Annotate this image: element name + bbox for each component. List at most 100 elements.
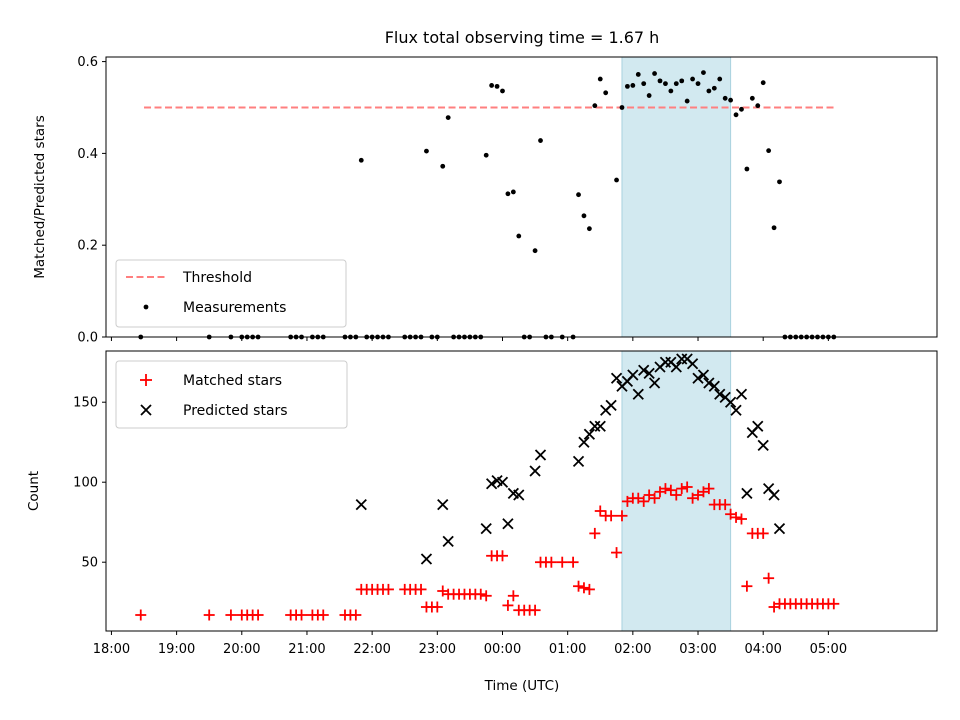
x-tick-label: 02:00 [614, 642, 651, 657]
matched-star-point [502, 599, 514, 611]
predicted-star-point [741, 487, 753, 500]
measurement-point [586, 226, 592, 232]
measurement-point [711, 85, 717, 91]
matched-star-point [735, 513, 747, 525]
x-tick-label: 05:00 [810, 642, 847, 657]
measurement-point [717, 76, 723, 82]
measurements-legend-swatch [143, 304, 149, 310]
measurement-point [744, 166, 750, 172]
measurement-point [766, 148, 772, 154]
predicted-star-point [485, 478, 498, 490]
ratio-x-ticks [110, 337, 829, 341]
measurement-point [500, 88, 505, 94]
measurement-point [494, 83, 500, 89]
measurement-point [510, 189, 516, 195]
ratio-legend: Threshold Measurements [115, 259, 347, 328]
y-tick-label: 0.4 [77, 147, 98, 162]
measurement-point [516, 233, 522, 239]
measurement-point [532, 248, 538, 254]
chart-title: Flux total observing time = 1.67 h [385, 28, 660, 47]
matched-star-point [670, 489, 682, 501]
measurement-point [619, 105, 625, 110]
predicted-star-point [534, 449, 547, 461]
matched-star-point [545, 556, 557, 568]
predicted-star-point [610, 372, 623, 384]
x-tick-label: 23:00 [419, 642, 456, 657]
x-tick-label: 20:00 [223, 642, 260, 657]
matched-star-point [703, 483, 715, 495]
predicted-star-point [442, 535, 454, 548]
matched-star-point [757, 527, 769, 539]
matched-star-point [317, 609, 329, 621]
x-tick-label: 00:00 [484, 642, 521, 657]
predicted-star-point [355, 498, 367, 511]
matched-star-point [135, 609, 147, 621]
count-x-axis: 18:00 19:00 20:00 21:00 22:00 23:00 00:00 01:00… [93, 631, 847, 657]
measurement-point [597, 76, 603, 82]
measurement-point [505, 191, 511, 197]
matched-star-point [665, 484, 677, 496]
predicted-legend-swatch [140, 404, 152, 416]
ratio-y-label: Matched/Predicted stars [32, 115, 48, 278]
predicted-star-point [692, 372, 704, 384]
x-tick-label: 19:00 [158, 642, 195, 657]
predicted-star-point [735, 388, 748, 400]
matched-star-point [828, 598, 840, 610]
predicted-star-point [697, 369, 710, 381]
measurement-point [641, 81, 647, 87]
measurement-point [646, 93, 652, 98]
predicted-star-point [643, 367, 655, 380]
count-y-axis: 50 100 150 [73, 396, 106, 571]
matched-star-point [556, 556, 568, 568]
predicted-star-point [583, 428, 596, 440]
x-tick-label: 18:00 [93, 642, 130, 657]
matched-star-point [730, 511, 742, 523]
y-tick-label: 100 [73, 476, 98, 491]
matched-star-point [676, 483, 688, 495]
predicted-star-point [730, 404, 742, 416]
x-tick-label: 03:00 [679, 642, 716, 657]
measurement-point [635, 72, 641, 77]
measurement-point [592, 103, 598, 109]
matched-star-point [583, 583, 595, 595]
predicted-star-point [714, 388, 726, 400]
measurement-point [440, 163, 446, 169]
matched-star-point [589, 527, 601, 539]
matched-star-point [529, 604, 541, 616]
measurement-point [358, 157, 364, 163]
measurement-point [695, 81, 701, 87]
count-plot-frame [105, 350, 938, 632]
predicted-star-point [708, 380, 720, 392]
predicted-star-point [757, 439, 769, 452]
matched-star-point [638, 495, 650, 507]
predicted-star-point [768, 489, 780, 501]
predicted-star-point [529, 465, 541, 477]
x-axis-label: Time (UTC) [484, 678, 560, 694]
matched-star-point [296, 609, 308, 621]
matched-star-point [567, 556, 579, 568]
predicted-star-point [605, 399, 617, 412]
count-legend: Matched stars Predicted stars [115, 360, 348, 429]
matched-star-point [741, 580, 753, 592]
predicted-star-point [594, 420, 606, 432]
matched-star-point [203, 609, 215, 621]
measurements-legend-label: Measurements [183, 300, 286, 316]
y-tick-label: 0.6 [77, 55, 98, 70]
measurement-point [652, 71, 657, 76]
predicted-star-point [752, 420, 764, 432]
measurement-point [706, 88, 712, 94]
count-legend-box [115, 360, 348, 429]
measurement-point [777, 179, 782, 185]
measurement-point [576, 192, 581, 198]
predicted-star-point [496, 476, 509, 488]
measurement-point [581, 213, 587, 219]
matched-star-point [605, 510, 617, 522]
matched-star-point [475, 588, 487, 600]
observing-window-band [621, 56, 732, 338]
predicted-star-point [437, 498, 449, 511]
y-tick-label: 50 [81, 556, 98, 571]
predicted-star-point [638, 364, 650, 376]
measurement-point [630, 83, 636, 88]
count-panel: 50 100 150 18:00 19:00 20:00 21:00 22:00 23:00 0… [26, 350, 938, 694]
